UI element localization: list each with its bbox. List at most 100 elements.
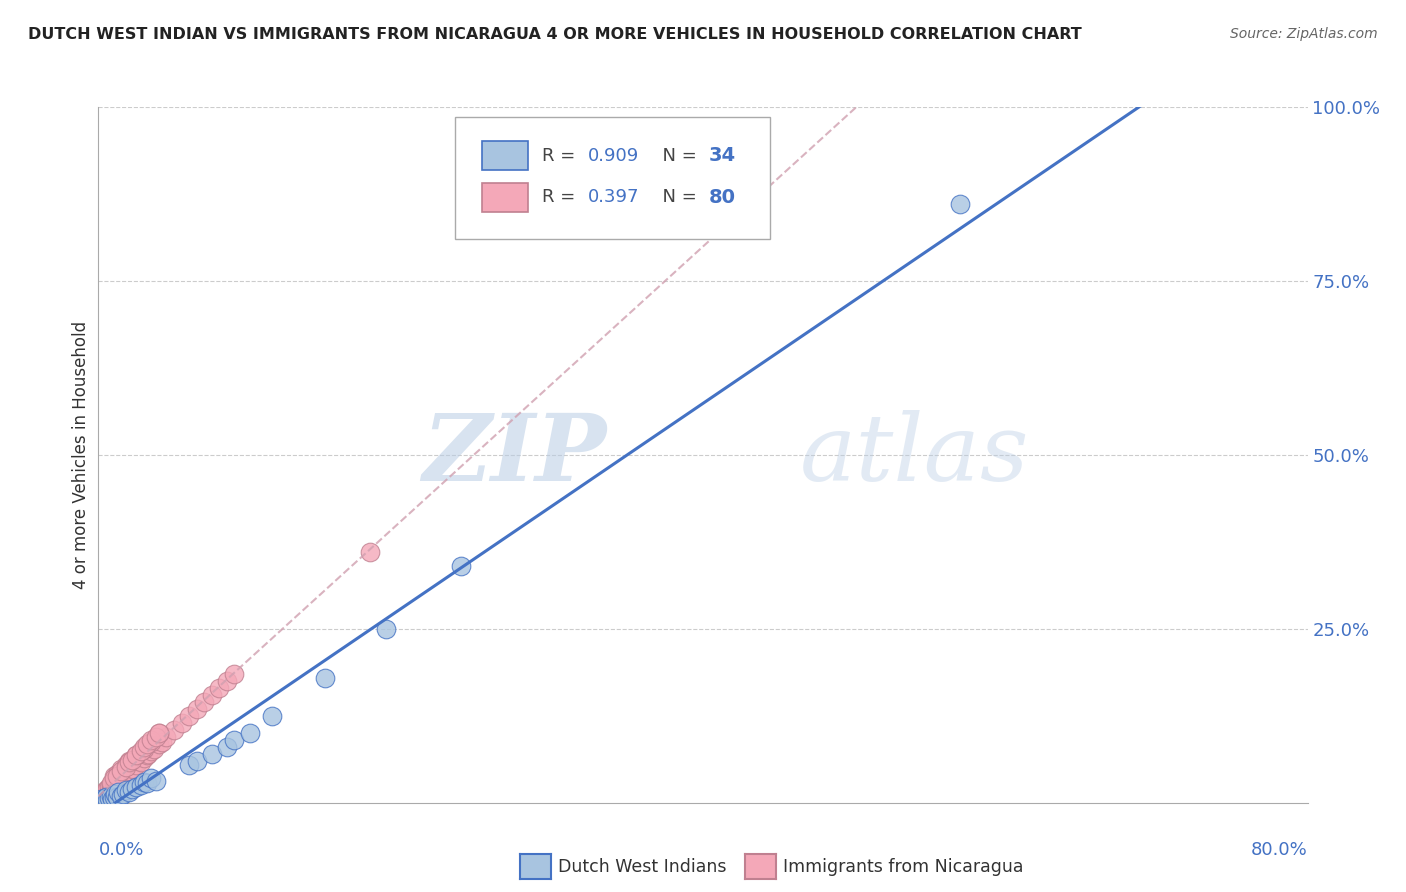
Point (101, 791, 124, 805)
Point (111, 788, 134, 802)
Point (374, 622, 396, 636)
Point (129, 744, 152, 758)
Point (125, 757, 148, 772)
Point (96, 789, 118, 803)
Text: DUTCH WEST INDIAN VS IMMIGRANTS FROM NICARAGUA 4 OR MORE VEHICLES IN HOUSEHOLD C: DUTCH WEST INDIAN VS IMMIGRANTS FROM NIC… (28, 27, 1081, 42)
Point (141, 744, 163, 758)
Point (107, 785, 129, 799)
Point (98, 791, 121, 805)
Text: R =: R = (543, 147, 581, 165)
Point (193, 695, 215, 709)
Point (132, 740, 155, 755)
Point (94, 788, 117, 802)
Point (143, 741, 166, 756)
Point (94, 790, 117, 805)
Text: Immigrants from Nicaragua: Immigrants from Nicaragua (783, 858, 1024, 876)
Point (239, 726, 262, 740)
Point (105, 766, 128, 780)
Point (110, 789, 132, 803)
Point (98, 780, 121, 795)
Point (105, 789, 128, 804)
Point (91, 794, 114, 808)
Point (360, 545, 382, 559)
Point (114, 764, 136, 779)
Point (118, 754, 141, 768)
Point (96, 793, 118, 807)
Point (141, 734, 163, 748)
Point (93, 791, 115, 805)
Point (145, 730, 167, 744)
Point (105, 772, 128, 786)
Point (148, 726, 170, 740)
Text: Dutch West Indians: Dutch West Indians (558, 858, 727, 876)
Point (91, 789, 114, 803)
Text: atlas: atlas (800, 410, 1029, 500)
Point (110, 766, 132, 780)
Point (170, 715, 193, 730)
Point (89, 793, 111, 807)
Point (110, 763, 132, 777)
Point (145, 773, 167, 788)
Text: 80: 80 (709, 188, 737, 207)
Point (186, 702, 208, 716)
Text: 0.0%: 0.0% (98, 841, 143, 859)
Point (148, 737, 170, 751)
Point (125, 748, 148, 763)
Point (125, 748, 148, 763)
Text: R =: R = (543, 188, 581, 206)
Point (114, 759, 136, 773)
Point (115, 766, 138, 780)
Point (201, 747, 224, 761)
Text: 34: 34 (709, 146, 737, 165)
Point (103, 772, 125, 786)
Point (121, 761, 143, 775)
Text: 0.397: 0.397 (588, 188, 640, 206)
Point (94, 783, 117, 797)
Point (314, 671, 336, 685)
FancyBboxPatch shape (482, 183, 527, 212)
Point (90, 791, 112, 805)
Point (135, 737, 157, 751)
Point (103, 775, 125, 789)
Point (90, 792, 112, 806)
Point (107, 769, 129, 783)
Point (262, 708, 284, 723)
Point (132, 775, 155, 789)
Point (103, 790, 125, 805)
Text: N =: N = (651, 188, 703, 206)
Point (108, 773, 131, 788)
Point (155, 730, 177, 744)
Point (118, 785, 141, 799)
Point (135, 776, 157, 790)
Point (103, 780, 125, 795)
Point (101, 781, 124, 796)
Point (121, 781, 143, 796)
Point (208, 681, 231, 695)
Point (215, 740, 238, 755)
Point (100, 783, 122, 797)
Text: Source: ZipAtlas.com: Source: ZipAtlas.com (1230, 27, 1378, 41)
Point (114, 783, 136, 797)
Point (129, 778, 152, 793)
Point (93, 790, 115, 805)
Point (129, 756, 152, 770)
Point (132, 750, 155, 764)
Point (101, 776, 124, 790)
Point (150, 734, 173, 748)
Point (125, 780, 148, 795)
Point (186, 754, 208, 768)
Point (111, 769, 134, 783)
FancyBboxPatch shape (482, 141, 527, 170)
Point (91, 788, 114, 802)
Text: 80.0%: 80.0% (1251, 841, 1308, 859)
Point (120, 764, 142, 779)
Point (179, 708, 201, 723)
Point (105, 769, 128, 783)
Point (201, 688, 224, 702)
FancyBboxPatch shape (456, 118, 769, 239)
Point (100, 776, 122, 790)
Point (110, 764, 132, 779)
Point (100, 789, 122, 803)
Point (122, 763, 145, 777)
Point (103, 769, 125, 783)
